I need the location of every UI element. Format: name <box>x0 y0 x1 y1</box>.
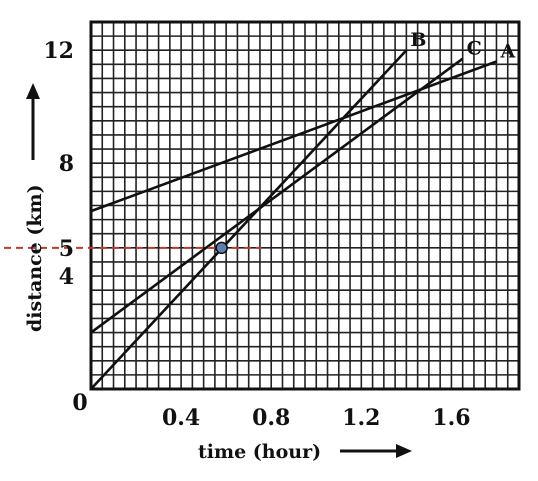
series-line-a <box>90 60 497 213</box>
x-tick-label: 1.6 <box>432 405 470 431</box>
y-tick-label: 5 <box>59 236 74 262</box>
origin-label: 0 <box>72 390 87 416</box>
x-axis-arrow-icon <box>340 444 412 458</box>
series-label-c: C <box>467 38 482 60</box>
tick-labels: 0.4 0.8 1.2 1.6 0 45 8 12 <box>43 38 470 431</box>
axis-labels: time (hour) distance (km) <box>24 83 412 463</box>
x-tick-label: 0.8 <box>252 405 290 431</box>
series-line-b <box>90 49 408 390</box>
y-axis-arrow-icon <box>26 83 40 160</box>
series-line-c <box>90 57 464 334</box>
x-tick-label: 1.2 <box>342 405 380 431</box>
series-group: A B C <box>90 29 515 390</box>
plot-frame <box>89 20 521 391</box>
y-tick-label: 8 <box>59 151 74 177</box>
grid <box>89 20 521 391</box>
y-tick-label: 12 <box>43 38 74 64</box>
series-label-a: A <box>499 41 515 63</box>
series-label-b: B <box>410 29 426 51</box>
y-axis-label: distance (km) <box>24 184 46 332</box>
x-axis-label: time (hour) <box>198 441 321 463</box>
y-tick-label: 4 <box>59 264 74 290</box>
intersection-point <box>215 241 228 255</box>
x-tick-label: 0.4 <box>162 405 200 431</box>
highlight-group <box>4 241 262 255</box>
